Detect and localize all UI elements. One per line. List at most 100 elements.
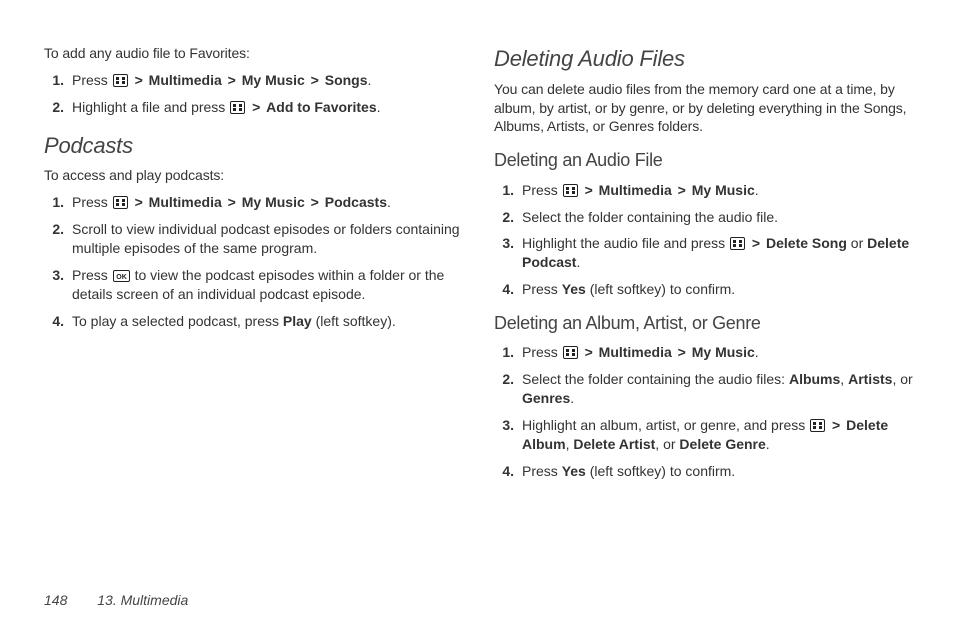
list-item: 4. To play a selected podcast, press Pla… (66, 312, 466, 331)
menu-path-item: Delete Genre (679, 436, 765, 452)
folder-name: Artists (848, 371, 892, 387)
menu-path-item: Delete Artist (573, 436, 655, 452)
list-item: 3. Press OK to view the podcast episodes… (66, 266, 466, 304)
step-number: 4. (44, 312, 64, 331)
step-text: . (377, 99, 381, 115)
step-number: 3. (494, 234, 514, 253)
deleting-intro: You can delete audio files from the memo… (494, 80, 916, 137)
breadcrumb-separator: > (133, 72, 145, 88)
menu-path-item: Multimedia (599, 182, 672, 198)
menu-key-icon (230, 101, 245, 114)
step-text: Press (72, 267, 112, 283)
menu-key-icon (563, 346, 578, 359)
list-item: 3. Highlight an album, artist, or genre,… (516, 416, 916, 454)
step-text: . (570, 390, 574, 406)
step-text: , or (892, 371, 912, 387)
menu-path-item: Delete Song (766, 235, 847, 251)
step-text: Select the folder containing the audio f… (522, 371, 789, 387)
step-text: . (755, 344, 759, 360)
delete-group-heading: Deleting an Album, Artist, or Genre (494, 311, 916, 335)
breadcrumb-separator: > (583, 344, 595, 360)
folder-name: Genres (522, 390, 570, 406)
delete-file-steps: 1. Press > Multimedia > My Music. 2. Sel… (494, 181, 916, 299)
list-item: 2. Select the folder containing the audi… (516, 370, 916, 408)
menu-key-icon (563, 184, 578, 197)
step-text: Press (72, 72, 112, 88)
list-item: 1. Press > Multimedia > My Music > Songs… (66, 71, 466, 90)
menu-path-item: My Music (692, 344, 755, 360)
left-column: To add any audio file to Favorites: 1. P… (44, 44, 466, 489)
step-number: 3. (494, 416, 514, 435)
step-text: To play a selected podcast, press (72, 313, 283, 329)
list-item: 4. Press Yes (left softkey) to confirm. (516, 280, 916, 299)
step-text: Highlight the audio file and press (522, 235, 729, 251)
podcasts-steps: 1. Press > Multimedia > My Music > Podca… (44, 193, 466, 330)
softkey-label: Yes (562, 281, 586, 297)
breadcrumb-separator: > (309, 72, 321, 88)
list-item: 1. Press > Multimedia > My Music. (516, 181, 916, 200)
menu-path-item: Multimedia (149, 72, 222, 88)
deleting-heading: Deleting Audio Files (494, 44, 916, 74)
menu-path-item: My Music (242, 72, 305, 88)
list-item: 2. Scroll to view individual podcast epi… (66, 220, 466, 258)
step-text: . (766, 436, 770, 452)
menu-path-item: Add to Favorites (266, 99, 376, 115)
step-number: 1. (494, 181, 514, 200)
breadcrumb-separator: > (583, 182, 595, 198)
podcasts-intro: To access and play podcasts: (44, 166, 466, 185)
step-text: , or (655, 436, 679, 452)
breadcrumb-separator: > (830, 417, 842, 433)
step-number: 2. (494, 370, 514, 389)
menu-path-item: My Music (242, 194, 305, 210)
breadcrumb-separator: > (226, 194, 238, 210)
step-text: Press (522, 344, 562, 360)
step-number: 4. (494, 280, 514, 299)
menu-key-icon (113, 196, 128, 209)
step-text: Scroll to view individual podcast episod… (72, 221, 460, 256)
step-number: 2. (494, 208, 514, 227)
softkey-label: Play (283, 313, 312, 329)
menu-path-item: Podcasts (325, 194, 387, 210)
podcasts-heading: Podcasts (44, 131, 466, 161)
page-number: 148 (44, 592, 67, 608)
list-item: 2. Highlight a file and press > Add to F… (66, 98, 466, 117)
two-column-layout: To add any audio file to Favorites: 1. P… (44, 44, 916, 489)
right-column: Deleting Audio Files You can delete audi… (494, 44, 916, 489)
step-number: 4. (494, 462, 514, 481)
page-footer: 148 13. Multimedia (44, 592, 188, 608)
menu-path-item: Multimedia (149, 194, 222, 210)
step-text: Highlight an album, artist, or genre, an… (522, 417, 809, 433)
breadcrumb-separator: > (676, 344, 688, 360)
step-text: . (368, 72, 372, 88)
step-text: Select the folder containing the audio f… (522, 209, 778, 225)
step-text: . (387, 194, 391, 210)
list-item: 3. Highlight the audio file and press > … (516, 234, 916, 272)
step-text: (left softkey). (312, 313, 396, 329)
breadcrumb-separator: > (133, 194, 145, 210)
step-number: 1. (44, 71, 64, 90)
delete-file-heading: Deleting an Audio File (494, 148, 916, 172)
step-number: 2. (44, 98, 64, 117)
ok-key-icon: OK (113, 270, 130, 282)
menu-path-item: Songs (325, 72, 368, 88)
manual-page: To add any audio file to Favorites: 1. P… (0, 0, 954, 636)
step-text: Press (522, 463, 562, 479)
breadcrumb-separator: > (250, 99, 262, 115)
favorites-intro: To add any audio file to Favorites: (44, 44, 466, 63)
breadcrumb-separator: > (309, 194, 321, 210)
softkey-label: Yes (562, 463, 586, 479)
step-text: . (576, 254, 580, 270)
step-text: (left softkey) to confirm. (586, 463, 735, 479)
menu-key-icon (730, 237, 745, 250)
list-item: 1. Press > Multimedia > My Music > Podca… (66, 193, 466, 212)
step-text: (left softkey) to confirm. (586, 281, 735, 297)
list-item: 4. Press Yes (left softkey) to confirm. (516, 462, 916, 481)
breadcrumb-separator: > (226, 72, 238, 88)
step-text: , (840, 371, 848, 387)
step-number: 1. (494, 343, 514, 362)
menu-path-item: My Music (692, 182, 755, 198)
step-number: 1. (44, 193, 64, 212)
list-item: 2. Select the folder containing the audi… (516, 208, 916, 227)
chapter-title: 13. Multimedia (97, 592, 188, 608)
step-number: 3. (44, 266, 64, 285)
